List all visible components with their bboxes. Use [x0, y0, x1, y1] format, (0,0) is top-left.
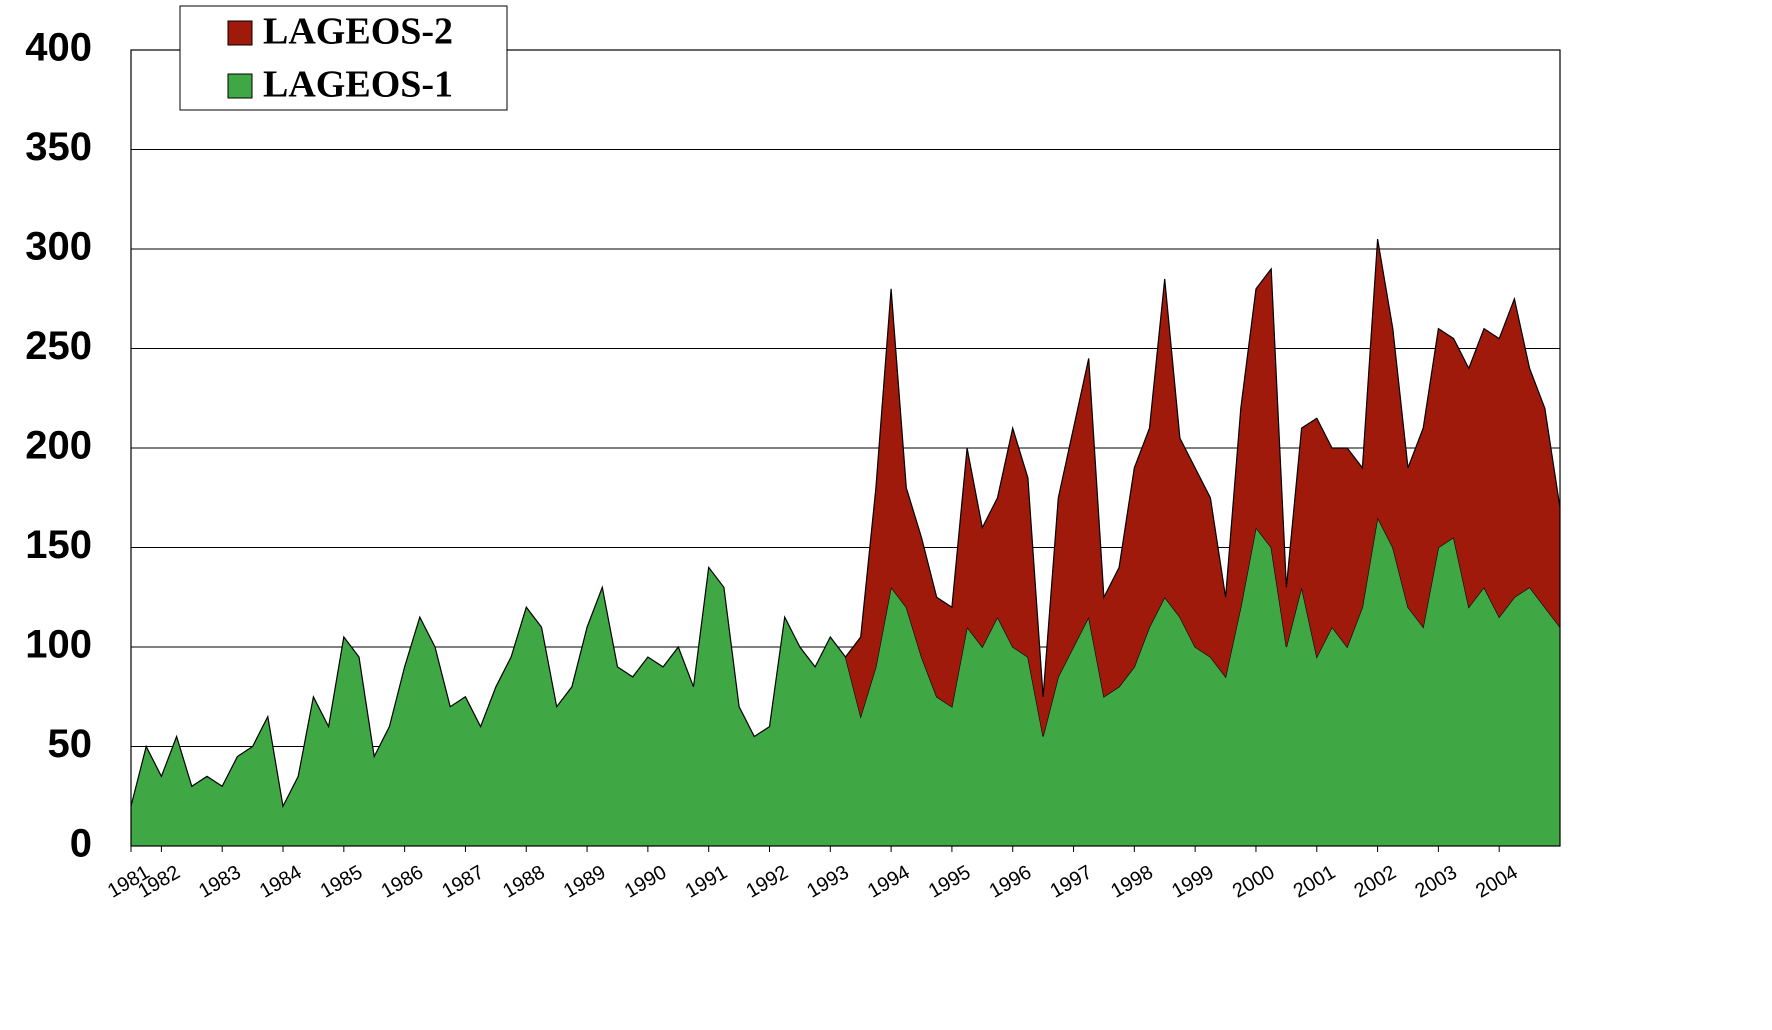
x-tick-label: 2002 [1351, 861, 1401, 902]
x-tick-label: 1995 [925, 861, 975, 902]
y-tick-label: 150 [25, 523, 92, 567]
y-tick-label: 200 [25, 424, 92, 468]
y-tick-label: 0 [70, 822, 92, 866]
x-tick-label: 1988 [499, 861, 549, 902]
y-tick-label: 400 [25, 26, 92, 70]
x-tick-label: 1998 [1107, 861, 1157, 902]
x-tick-label: 1991 [682, 861, 732, 902]
x-tick-label: 2000 [1229, 861, 1279, 902]
legend-swatch [227, 20, 253, 46]
plot-frame [130, 49, 1561, 847]
x-tick-label: 1999 [1168, 861, 1218, 902]
x-tick-label: 1984 [256, 861, 306, 902]
x-tick-label: 1993 [803, 861, 853, 902]
x-tick-label: 1986 [378, 861, 428, 902]
x-tick-label: 1983 [195, 861, 245, 902]
y-tick-label: 250 [25, 324, 92, 368]
x-tick-label: 1989 [560, 861, 610, 902]
x-tick-label: 1994 [864, 861, 914, 902]
x-tick-label: 1996 [986, 861, 1036, 902]
area-edge [845, 238, 1561, 697]
x-tick-label: 1987 [438, 861, 488, 902]
x-tick-label: 2001 [1290, 861, 1340, 902]
x-tick-label: 2004 [1472, 861, 1522, 902]
legend: LAGEOS-2 LAGEOS-1 [179, 5, 508, 111]
legend-label: LAGEOS-1 [263, 64, 453, 106]
x-tick-label: 2003 [1411, 861, 1461, 902]
y-tick-label: 300 [25, 225, 92, 269]
x-tick-label: 1985 [317, 861, 367, 902]
y-tick-label: 50 [48, 722, 93, 766]
legend-label: LAGEOS-2 [263, 11, 453, 53]
y-tick-label: 350 [25, 125, 92, 169]
area [131, 517, 1560, 846]
x-tick-label: 1997 [1046, 861, 1096, 902]
y-tick-label: 100 [25, 623, 92, 667]
area [845, 239, 1560, 737]
legend-swatch [227, 73, 253, 99]
x-tick-label: 1990 [621, 861, 671, 902]
x-tick-label: 1992 [742, 861, 792, 902]
